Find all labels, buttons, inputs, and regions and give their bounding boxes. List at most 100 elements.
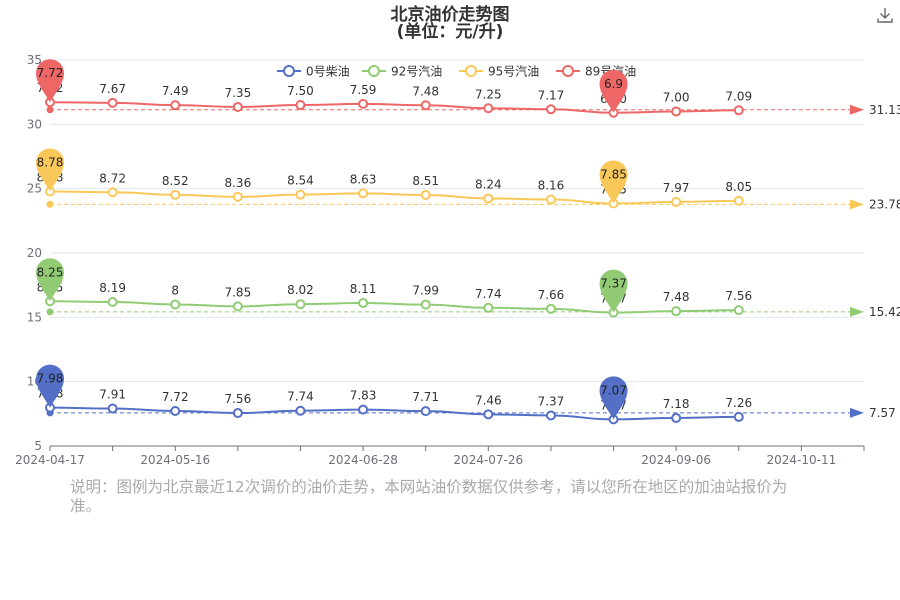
chart-subtitle: (单位：元/升) [396,22,504,42]
y-tick-label: 15 [27,310,42,324]
max-marker-label: 7.72 [37,66,64,80]
data-label: 7.66 [538,288,565,302]
data-point [483,103,494,114]
x-tick-label: 2024-10-11 [767,453,837,467]
data-point [483,302,494,313]
data-point [420,299,431,310]
download-icon[interactable] [876,6,894,24]
series-line [49,406,739,421]
data-label: 8.24 [475,177,502,191]
y-tick-label: 25 [27,182,42,196]
x-tick-label: 2024-09-06 [641,453,711,467]
data-label: 7.00 [663,90,690,104]
legend-label: 92号汽油 [391,64,442,79]
data-point [232,101,243,112]
data-label: 7.18 [663,397,690,411]
min-marker-label: 7.07 [600,383,627,397]
data-point [107,403,118,414]
data-label: 8.36 [224,176,251,190]
data-label: 7.37 [538,395,565,409]
average-line-arrow [850,104,864,115]
data-point [545,303,556,314]
data-point [295,189,306,200]
data-point [107,187,118,198]
max-marker-label: 8.25 [37,265,64,279]
data-point [420,189,431,200]
data-point [483,193,494,204]
data-label: 7.72 [162,390,189,404]
max-marker [36,364,64,408]
series-line [49,300,739,314]
data-label: 7.99 [412,284,439,298]
data-label: 7.56 [224,392,251,406]
y-tick-label: 30 [27,117,42,131]
min-marker-label: 6.9 [604,77,623,91]
chart-title: 北京油价走势图 [390,5,510,25]
data-point [232,301,243,312]
data-label: 7.46 [475,393,502,407]
x-tick-label: 2024-04-17 [15,453,85,467]
data-label: 8.19 [99,281,126,295]
data-label: 7.49 [162,84,189,98]
min-marker [599,160,628,204]
data-label: 8.52 [162,174,189,188]
data-label: 7.48 [412,84,439,98]
min-marker [599,376,628,420]
data-label: 8.54 [287,174,314,188]
data-point [733,411,744,422]
data-label: 7.50 [287,84,314,98]
data-label: 8.16 [538,178,565,192]
average-line-start [46,308,54,316]
data-label: 7.25 [475,87,502,101]
y-tick-label: 20 [27,246,42,260]
data-point [733,305,744,316]
data-point [295,100,306,111]
data-label: 8.05 [725,180,752,194]
average-label: 7.57 [869,406,896,420]
data-label: 7.91 [99,388,126,402]
data-point [358,298,369,309]
average-label: 23.78 [869,197,900,211]
data-point [733,105,744,116]
data-point [232,408,243,419]
data-point [107,297,118,308]
y-tick-label: 35 [27,53,42,67]
x-tick-label: 2024-06-28 [328,453,398,467]
legend-symbol [283,65,295,77]
average-label: 31.13 [869,103,900,117]
data-point [170,100,181,111]
data-point [420,100,431,111]
average-line-start [46,106,54,114]
average-label: 15.42 [869,305,900,319]
data-point [545,104,556,115]
min-marker [599,269,628,313]
data-label: 7.97 [663,181,690,195]
average-line-arrow [850,306,864,317]
data-label: 7.56 [725,289,752,303]
data-label: 7.71 [412,390,439,404]
data-point [671,196,682,207]
average-line-arrow [850,199,864,210]
data-point [170,299,181,310]
footnote: 说明：图例为北京最近12次调价的油价走势，本网站油价数据仅供参考，请以您所在地区… [70,478,788,515]
data-point [358,404,369,415]
data-label: 7.48 [663,290,690,304]
x-tick-label: 2024-07-26 [453,453,523,467]
data-label: 8.63 [350,172,377,186]
min-marker-label: 7.85 [600,167,627,181]
data-point [671,306,682,317]
data-label: 7.59 [350,83,377,97]
series-line [49,190,739,205]
data-label: 7.09 [725,89,752,103]
average-line-arrow [850,407,864,418]
data-label: 7.83 [350,389,377,403]
legend-symbol [562,65,574,77]
data-label: 7.74 [475,287,502,301]
data-point [295,299,306,310]
data-label: 7.17 [538,88,565,102]
data-label: 7.67 [99,82,126,96]
data-point [107,97,118,108]
max-marker [36,59,64,103]
data-label: 8.72 [99,171,126,185]
